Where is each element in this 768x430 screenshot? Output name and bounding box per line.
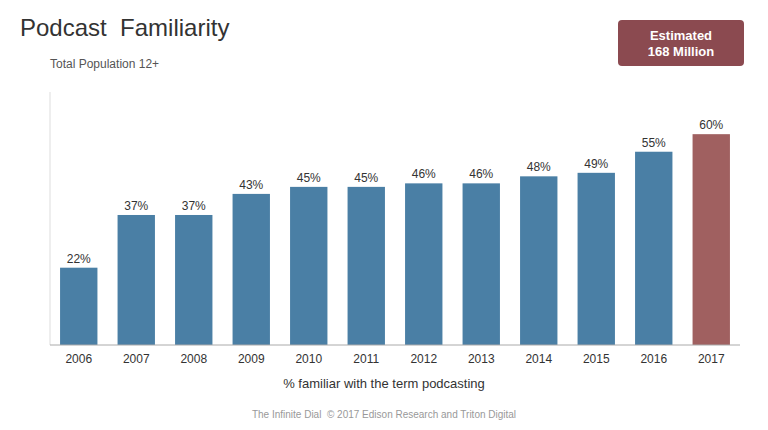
bar [175,215,212,345]
bar [348,187,385,345]
x-tick-label: 2010 [295,352,322,366]
x-tick-label: 2006 [65,352,92,366]
x-axis-label: % familiar with the term podcasting [283,376,485,391]
annotation: Total Population 12+ [50,57,159,71]
bars [60,134,730,345]
annotation-box [618,20,744,66]
chart: Podcast Familiarity Total Population 12+ E… [0,0,768,430]
data-label: 60% [699,118,723,132]
data-label: 45% [354,171,378,185]
annotation-line: 168 Million [648,44,715,59]
x-tick-label: 2017 [698,352,725,366]
data-label: 37% [124,199,148,213]
annotation-line: Estimated [650,28,712,43]
x-tick-label: 2015 [583,352,610,366]
data-label: 49% [584,157,608,171]
x-tick-label: 2016 [640,352,667,366]
x-tick-label: 2013 [468,352,495,366]
bar [693,134,730,345]
bar [290,187,327,345]
bar [520,176,557,345]
data-label: 22% [67,252,91,266]
x-tick-label: 2009 [238,352,265,366]
data-label: 48% [527,160,551,174]
data-label: 45% [297,171,321,185]
annotation: Estimated168 Million [648,28,715,59]
x-tick-label: 2007 [123,352,150,366]
x-tick-label: 2014 [525,352,552,366]
y-axis-line [50,92,51,345]
x-tick-label: 2008 [180,352,207,366]
x-tick-label: 2012 [410,352,437,366]
footer: The Infinite Dial © 2017 Edison Research… [252,409,516,420]
bar [463,183,500,345]
bar [578,173,615,345]
title: Podcast Familiarity [20,14,229,41]
bar [635,152,672,345]
data-label: 46% [469,167,493,181]
bar [118,215,155,345]
data-label: 46% [412,167,436,181]
x-axis-line [50,345,740,346]
data-label: 37% [182,199,206,213]
data-label: 55% [642,136,666,150]
bar [60,268,97,345]
bar [233,194,270,345]
x-tick-label: 2011 [353,352,379,366]
bar [405,183,442,345]
data-label: 43% [239,178,263,192]
